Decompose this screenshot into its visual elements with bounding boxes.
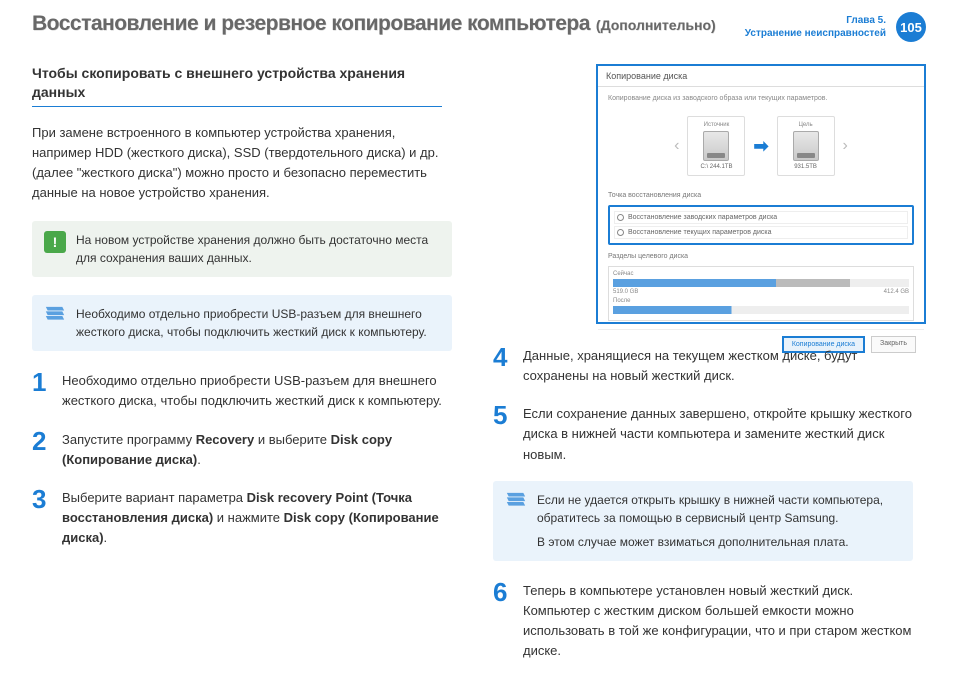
step-5: 5 Если сохранение данных завершено, откр… [493, 402, 913, 464]
step-2: 2 Запустите программу Recovery и выберит… [32, 428, 452, 470]
step-number: 1 [32, 369, 52, 411]
chapter-label: Глава 5. Устранение неисправностей [745, 14, 886, 40]
step-4: 4 Данные, хранящиеся на текущем жестком … [493, 344, 913, 386]
step-number: 3 [32, 486, 52, 548]
bar-label: После [613, 298, 909, 304]
title-wrap: Восстановление и резервное копирование к… [32, 12, 716, 36]
step-1: 1 Необходимо отдельно приобрести USB-раз… [32, 369, 452, 411]
note-icon [44, 305, 66, 323]
intro-paragraph: При замене встроенного в компьютер устро… [32, 123, 442, 204]
right-column: Копирование диска Копирование диска из з… [493, 64, 926, 677]
content-columns: Чтобы скопировать с внешнего устройства … [32, 64, 926, 677]
radio-icon [617, 229, 624, 236]
warning-note: ! На новом устройстве хранения должно бы… [32, 221, 452, 277]
recovery-point-label: Точка восстановления диска [608, 192, 914, 199]
section-title: Чтобы скопировать с внешнего устройства … [32, 64, 442, 107]
step-text: Необходимо отдельно приобрести USB-разъе… [62, 369, 452, 411]
dialog-subtitle: Копирование диска из заводского образа и… [608, 95, 914, 102]
partitions-label: Разделы целевого диска [608, 253, 914, 260]
dialog-title: Копирование диска [598, 66, 924, 87]
step-6: 6 Теперь в компьютере установлен новый ж… [493, 579, 913, 662]
partition-bar [613, 279, 909, 287]
option-row: Восстановление заводских параметров диск… [614, 211, 908, 224]
recovery-point-options: Восстановление заводских параметров диск… [608, 205, 914, 245]
info-text: Если не удается открыть крышку в нижней … [537, 491, 901, 551]
info-note: Необходимо отдельно приобрести USB-разъе… [32, 295, 452, 351]
info-text: Необходимо отдельно приобрести USB-разъе… [76, 305, 440, 341]
dialog-body: Копирование диска из заводского образа и… [598, 87, 924, 329]
chevron-right-icon: › [843, 137, 848, 155]
step-text: Выберите вариант параметра Disk recovery… [62, 486, 452, 548]
info-text-extra: В этом случае может взиматься дополнител… [537, 533, 901, 551]
disk-row: ‹ Источник C:\ 244.1TB ➡ Цель 931.5TB [608, 108, 914, 184]
step-number: 6 [493, 579, 513, 662]
info-note-right: Если не удается открыть крышку в нижней … [493, 481, 913, 561]
chapter-line2: Устранение неисправностей [745, 27, 886, 40]
radio-icon [617, 214, 624, 221]
step-text: Теперь в компьютере установлен новый жес… [523, 579, 913, 662]
step-text: Данные, хранящиеся на текущем жестком ди… [523, 344, 913, 386]
warning-text: На новом устройстве хранения должно быть… [76, 231, 440, 267]
chevron-left-icon: ‹ [674, 137, 679, 155]
page-header: Восстановление и резервное копирование к… [32, 12, 926, 42]
chapter-line1: Глава 5. [745, 14, 886, 27]
disk-size: 931.5TB [794, 164, 817, 170]
document-page: Восстановление и резервное копирование к… [0, 0, 954, 697]
warning-icon: ! [44, 231, 66, 253]
header-right: Глава 5. Устранение неисправностей 105 [745, 12, 926, 42]
step-text: Если сохранение данных завершено, открой… [523, 402, 913, 464]
left-column: Чтобы скопировать с внешнего устройства … [32, 64, 465, 677]
page-title-main: Восстановление и резервное копирование к… [32, 12, 590, 36]
disk-role: Цель [798, 122, 812, 128]
disk-size: C:\ 244.1TB [700, 164, 732, 170]
bar-values: 519.0 GB412.4 GB [613, 289, 909, 295]
partition-bar [613, 306, 909, 314]
page-number-badge: 105 [896, 12, 926, 42]
hdd-icon [793, 131, 819, 161]
partition-bars: Сейчас 519.0 GB412.4 GB После [608, 266, 914, 321]
page-title-sub: (Дополнительно) [596, 17, 716, 33]
bar-label: Сейчас [613, 271, 909, 277]
option-row: Восстановление текущих параметров диска [614, 226, 908, 239]
source-disk: Источник C:\ 244.1TB [687, 116, 745, 176]
note-icon [505, 491, 527, 509]
screenshot-dialog: Копирование диска Копирование диска из з… [596, 64, 926, 324]
disk-role: Источник [704, 122, 730, 128]
step-number: 5 [493, 402, 513, 464]
step-number: 4 [493, 344, 513, 386]
step-text: Запустите программу Recovery и выберите … [62, 428, 452, 470]
arrow-right-icon: ➡ [753, 136, 768, 157]
target-disk: Цель 931.5TB [777, 116, 835, 176]
step-3: 3 Выберите вариант параметра Disk recove… [32, 486, 452, 548]
hdd-icon [703, 131, 729, 161]
step-number: 2 [32, 428, 52, 470]
